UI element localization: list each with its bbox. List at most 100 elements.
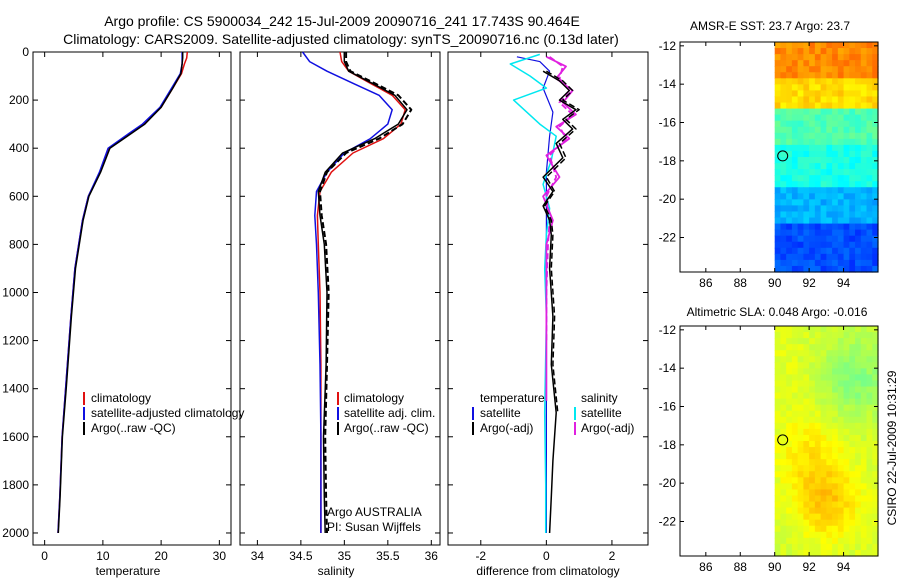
heatmap-cell <box>809 150 816 158</box>
heatmap-cell <box>814 175 822 182</box>
heatmap-cell <box>803 434 810 442</box>
heatmap-cell <box>872 126 879 134</box>
heatmap-cell <box>860 489 868 497</box>
sst-heatmap <box>774 42 879 273</box>
heatmap-cell <box>820 144 827 152</box>
heatmap-cell <box>860 96 868 104</box>
heatmap-cell <box>872 205 879 213</box>
heatmap-cell <box>814 247 822 255</box>
heatmap-cell <box>791 416 799 424</box>
heatmap-cell <box>774 265 782 273</box>
heatmap-cell <box>814 459 822 466</box>
heatmap-cell <box>837 259 845 267</box>
heatmap-cell <box>866 259 873 267</box>
heatmap-cell <box>814 169 822 176</box>
heatmap-cell <box>843 404 850 412</box>
heatmap-cell <box>797 265 804 273</box>
heatmap-cell <box>797 326 804 333</box>
heatmap-cell <box>791 374 799 382</box>
heatmap-cell <box>849 447 856 454</box>
heatmap-cell <box>809 513 816 521</box>
heatmap-cell <box>855 495 862 503</box>
heatmap-cell <box>820 72 827 79</box>
heatmap-cell <box>780 108 787 116</box>
temperature-panel: 0 200 400 600 800 1000 1200 1400 1600 1800 2000 0 1… <box>2 45 244 578</box>
heatmap-cell <box>849 350 856 357</box>
heatmap-cell <box>803 126 810 134</box>
heatmap-cell <box>780 525 787 533</box>
heatmap-cell <box>866 543 873 551</box>
heatmap-cell <box>837 422 845 430</box>
heatmap-cell <box>797 447 804 454</box>
heatmap-cell <box>843 120 850 128</box>
heatmap-cell <box>814 132 822 140</box>
heatmap-cell <box>826 54 833 61</box>
heatmap-cell <box>820 507 827 515</box>
heatmap-cell <box>872 525 879 533</box>
heatmap-cell <box>820 42 827 49</box>
heatmap-cell <box>872 42 879 49</box>
heatmap-cell <box>826 265 833 273</box>
heatmap-cell <box>832 144 839 152</box>
heatmap-cell <box>809 483 816 491</box>
legend-temp-satellite: satellite <box>480 406 521 420</box>
heatmap-cell <box>809 422 816 430</box>
heatmap-cell <box>797 259 804 267</box>
heatmap-cell <box>786 441 793 448</box>
heatmap-cell <box>832 157 839 164</box>
heatmap-cell <box>866 362 873 369</box>
heatmap-cell <box>803 78 810 85</box>
heatmap-cell <box>826 169 833 176</box>
heatmap-cell <box>780 229 787 237</box>
heatmap-cell <box>820 428 827 436</box>
heatmap-cell <box>872 386 879 394</box>
heatmap-cell <box>860 150 868 158</box>
heatmap-cell <box>814 495 822 503</box>
heatmap-cell <box>826 223 833 231</box>
heatmap-cell <box>849 465 856 472</box>
heatmap-cell <box>826 356 833 363</box>
annotation-pi: PI: Susan Wijffels <box>327 520 421 534</box>
heatmap-cell <box>786 66 793 73</box>
heatmap-cell <box>826 247 833 255</box>
heatmap-cell <box>809 519 816 527</box>
heatmap-cell <box>866 84 873 92</box>
heatmap-cell <box>837 368 845 376</box>
heatmap-cell <box>866 453 873 460</box>
heatmap-cell <box>797 441 804 448</box>
heatmap-cell <box>860 144 868 152</box>
heatmap-cell <box>837 223 845 231</box>
heatmap-cell <box>786 138 793 146</box>
heatmap-cell <box>826 525 833 533</box>
heatmap-cell <box>786 163 793 170</box>
heatmap-cell <box>849 392 856 400</box>
heatmap-cell <box>820 513 827 521</box>
heatmap-cell <box>860 60 868 67</box>
heatmap-cell <box>866 211 873 219</box>
heatmap-cell <box>855 362 862 369</box>
heatmap-cell <box>774 78 782 85</box>
difference-xlabel: difference from climatology <box>476 564 619 578</box>
heatmap-cell <box>872 356 879 363</box>
heatmap-cell <box>803 495 810 503</box>
heatmap-cell <box>872 253 879 261</box>
heatmap-cell <box>837 549 845 557</box>
heatmap-cell <box>843 102 850 110</box>
heatmap-cell <box>820 78 827 85</box>
heatmap-cell <box>814 380 822 388</box>
heatmap-cell <box>791 114 799 122</box>
heatmap-cell <box>843 181 850 188</box>
heatmap-cell <box>786 422 793 430</box>
heatmap-cell <box>849 96 856 104</box>
heatmap-cell <box>814 434 822 442</box>
heatmap-cell <box>803 96 810 104</box>
heatmap-cell <box>774 441 782 448</box>
difference-axes-box <box>447 51 649 546</box>
heatmap-cell <box>780 549 787 557</box>
heatmap-cell <box>814 138 822 146</box>
heatmap-cell <box>780 60 787 67</box>
heatmap-cell <box>786 489 793 497</box>
series-line-salinity-argo-adj-a <box>542 55 577 401</box>
heatmap-cell <box>866 42 873 49</box>
heatmap-cell <box>837 501 845 509</box>
